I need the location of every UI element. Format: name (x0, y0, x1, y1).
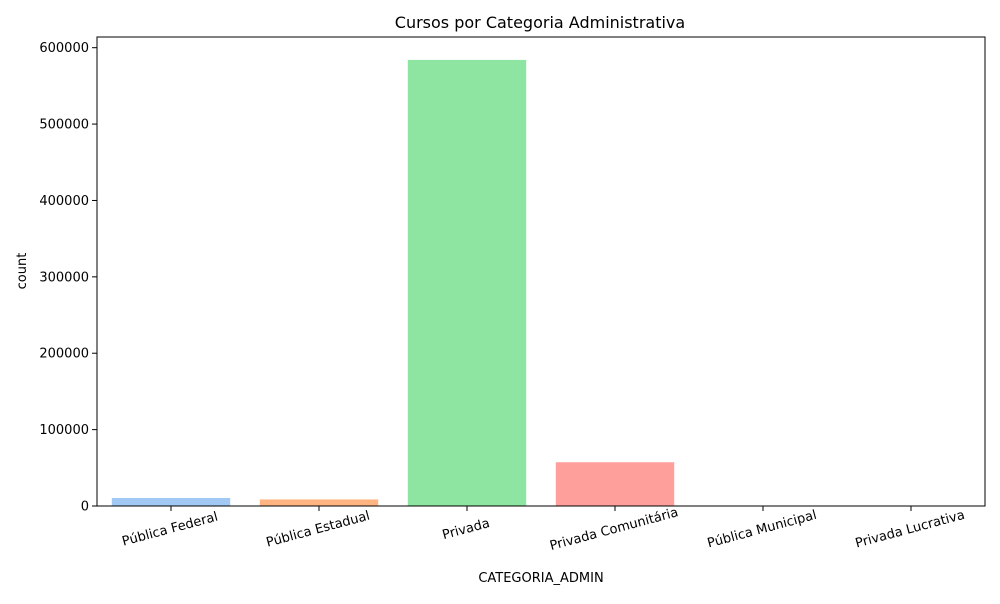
y-tick-label: 200000 (39, 347, 89, 362)
y-tick-label: 600000 (39, 41, 89, 56)
y-tick-label: 100000 (39, 423, 89, 438)
x-tick-label: Privada Lucrativa (854, 508, 967, 552)
x-tick-label: Privada Comunitária (548, 505, 680, 554)
plot-frame (97, 37, 985, 506)
x-tick-label: Privada (441, 516, 492, 543)
x-tick-label: Pública Municipal (706, 508, 819, 552)
bar (408, 60, 526, 506)
y-tick-label: 300000 (39, 270, 89, 285)
x-tick-label: Pública Estadual (265, 509, 372, 551)
y-tick-label: 400000 (39, 194, 89, 209)
chart-title: Cursos por Categoria Administrativa (395, 13, 685, 32)
bar (260, 499, 378, 506)
bars-layer (112, 60, 970, 506)
x-axis-label: CATEGORIA_ADMIN (478, 571, 603, 586)
bar (112, 498, 230, 506)
y-axis-label: count (15, 253, 30, 290)
y-tick-label: 0 (81, 500, 89, 515)
x-tick-label: Pública Federal (121, 510, 220, 550)
bar (556, 462, 674, 506)
y-tick-label: 500000 (39, 118, 89, 133)
